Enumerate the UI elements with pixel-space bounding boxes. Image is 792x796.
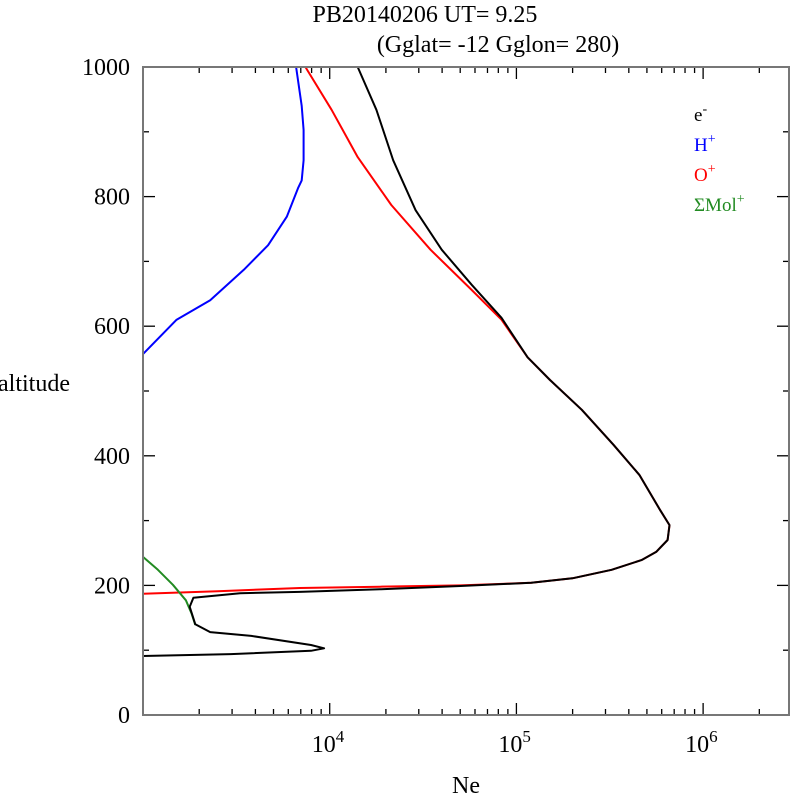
legend-entry: ΣMol+	[694, 192, 745, 216]
chart-subtitle: (Gglat= -12 Gglon= 280)	[377, 32, 619, 58]
legend-entry: H+	[694, 132, 716, 156]
y-tick-label: 800	[94, 185, 130, 211]
plot-frame	[142, 66, 790, 716]
x-axis-label: Ne	[452, 773, 480, 796]
x-tick-label: 106	[685, 727, 718, 758]
y-axis-label: altitude	[0, 371, 70, 397]
y-tick-label: 600	[94, 314, 130, 340]
series-layer	[142, 66, 671, 657]
series-line-sum-mol	[142, 556, 197, 626]
x-tick-label: 104	[312, 727, 345, 758]
chart-title: PB20140206 UT= 9.25	[313, 2, 538, 28]
series-line-o	[142, 66, 671, 595]
legend-entry: e-	[694, 102, 707, 126]
y-tick-label: 200	[94, 573, 130, 599]
series-line-h	[142, 66, 305, 355]
series-line-e	[142, 66, 671, 657]
legend: e- H+ O+ ΣMol+	[694, 102, 745, 216]
ticks-layer	[142, 66, 789, 716]
x-tick-labels: 104 105 106	[312, 727, 718, 758]
y-tick-label: 0	[118, 703, 130, 729]
y-tick-labels: 0 200 400 600 800 1000	[82, 55, 130, 729]
y-tick-label: 1000	[82, 55, 130, 81]
x-tick-label: 105	[498, 727, 531, 758]
y-tick-label: 400	[94, 444, 130, 470]
legend-entry: O+	[694, 162, 716, 186]
